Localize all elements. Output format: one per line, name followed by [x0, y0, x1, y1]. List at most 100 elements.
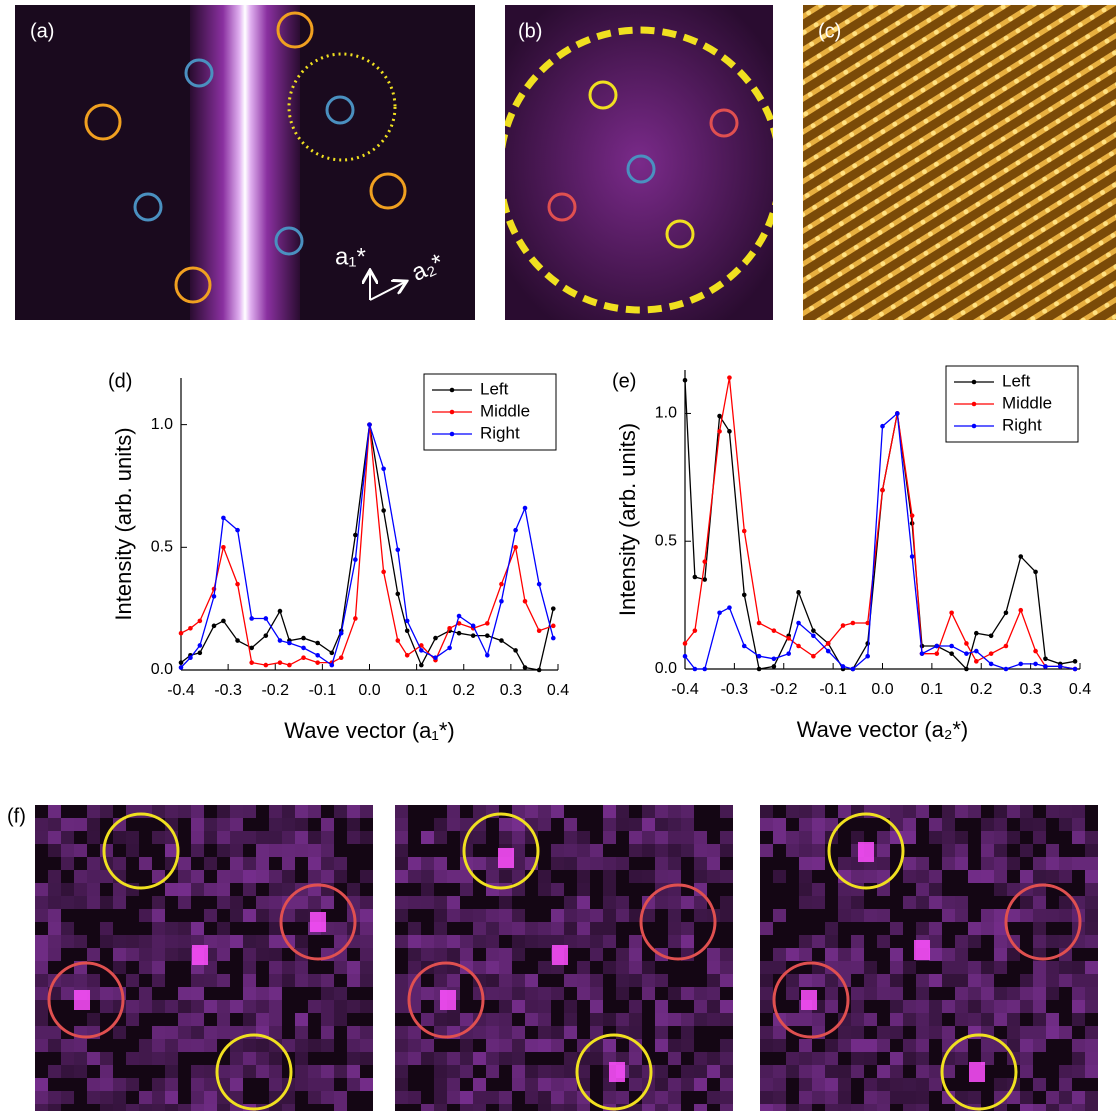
- f-pixel: [447, 805, 460, 818]
- f-pixel: [1046, 974, 1059, 987]
- f-pixel: [61, 883, 74, 896]
- f-spot: [310, 912, 326, 932]
- f-pixel: [929, 935, 942, 948]
- data-point: [485, 633, 490, 638]
- legend-label: Left: [480, 379, 509, 398]
- f-pixel: [421, 948, 434, 961]
- f-pixel: [100, 1091, 113, 1104]
- data-point: [949, 651, 954, 656]
- f-pixel: [720, 844, 733, 857]
- data-point: [264, 633, 269, 638]
- f-pixel: [100, 935, 113, 948]
- f-pixel: [564, 1091, 577, 1104]
- f-pixel: [334, 961, 347, 974]
- f-pixel: [321, 1026, 334, 1039]
- f-pixel: [499, 961, 512, 974]
- f-pixel: [243, 883, 256, 896]
- f-pixel: [499, 818, 512, 831]
- f-pixel: [720, 805, 733, 818]
- data-point: [264, 616, 269, 621]
- f-pixel: [786, 987, 799, 1000]
- f-pixel: [994, 961, 1007, 974]
- f-pixel: [864, 909, 877, 922]
- legend-label: Right: [1002, 415, 1042, 434]
- f-pixel: [230, 909, 243, 922]
- f-pixel: [1072, 1104, 1085, 1111]
- f-pixel: [230, 1052, 243, 1065]
- f-pixel: [629, 1000, 642, 1013]
- data-point: [447, 626, 452, 631]
- data-point: [523, 506, 528, 511]
- f-pixel: [603, 831, 616, 844]
- f-pixel: [473, 857, 486, 870]
- f-pixel: [295, 818, 308, 831]
- data-point: [851, 667, 856, 672]
- f-pixel: [473, 1091, 486, 1104]
- f-pixel: [1020, 1052, 1033, 1065]
- f-pixel: [668, 922, 681, 935]
- f-pixel: [486, 909, 499, 922]
- f-pixel: [178, 857, 191, 870]
- data-point: [880, 488, 885, 493]
- f-pixel: [838, 896, 851, 909]
- f-pixel: [1046, 870, 1059, 883]
- f-pixel: [525, 922, 538, 935]
- f-pixel: [942, 974, 955, 987]
- f-pixel: [1020, 1026, 1033, 1039]
- f-pixel: [113, 1078, 126, 1091]
- f-pixel: [334, 870, 347, 883]
- f-pixel: [799, 1078, 812, 1091]
- f-pixel: [1020, 987, 1033, 1000]
- f-pixel: [981, 844, 994, 857]
- f-pixel: [165, 948, 178, 961]
- f-pixel: [139, 948, 152, 961]
- f-pixel: [994, 805, 1007, 818]
- f-pixel: [825, 1039, 838, 1052]
- f-pixel: [877, 857, 890, 870]
- f-pixel: [152, 1091, 165, 1104]
- f-pixel: [577, 974, 590, 987]
- data-point: [949, 610, 954, 615]
- f-pixel: [152, 935, 165, 948]
- f-pixel: [799, 1052, 812, 1065]
- f-pixel: [994, 987, 1007, 1000]
- f-pixel: [851, 1052, 864, 1065]
- f-pixel: [760, 1078, 773, 1091]
- f-pixel: [629, 818, 642, 831]
- f-pixel: [87, 831, 100, 844]
- data-point: [786, 636, 791, 641]
- f-pixel: [230, 818, 243, 831]
- f-pixel: [486, 1065, 499, 1078]
- f-pixel: [295, 935, 308, 948]
- data-point: [353, 533, 358, 538]
- panel-label: (b): [518, 20, 542, 42]
- f-pixel: [1072, 1052, 1085, 1065]
- data-point: [419, 648, 424, 653]
- f-pixel: [603, 1039, 616, 1052]
- f-pixel: [786, 844, 799, 857]
- f-pixel: [35, 961, 48, 974]
- data-point: [1043, 664, 1048, 669]
- f-pixel: [87, 805, 100, 818]
- f-pixel: [191, 1091, 204, 1104]
- f-pixel: [126, 974, 139, 987]
- f-pixel: [720, 870, 733, 883]
- f-pixel: [408, 1052, 421, 1065]
- f-pixel: [720, 948, 733, 961]
- f-pixel: [1033, 1104, 1046, 1111]
- f-pixel: [321, 896, 334, 909]
- f-pixel: [603, 805, 616, 818]
- f-pixel: [282, 857, 295, 870]
- f-spot: [498, 848, 514, 868]
- f-pixel: [408, 896, 421, 909]
- f-pixel: [968, 1091, 981, 1104]
- f-pixel: [629, 935, 642, 948]
- panel-c: (c): [803, 5, 1116, 320]
- f-pixel: [1072, 987, 1085, 1000]
- data-point: [221, 545, 226, 550]
- f-pixel: [295, 805, 308, 818]
- f-pixel: [473, 1104, 486, 1111]
- f-pixel: [139, 1052, 152, 1065]
- f-pixel: [825, 1065, 838, 1078]
- f-pixel: [204, 818, 217, 831]
